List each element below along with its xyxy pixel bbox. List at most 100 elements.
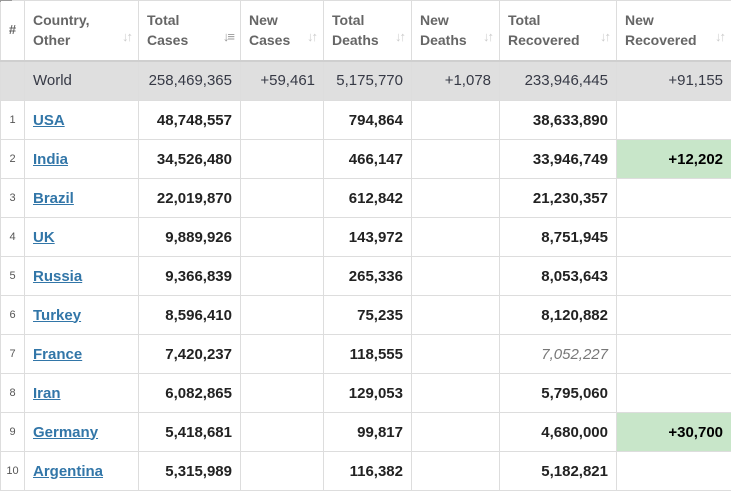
header-total-cases[interactable]: Total Cases ↓≡ bbox=[138, 0, 241, 62]
country-cell[interactable]: Germany bbox=[24, 412, 139, 452]
new-deaths-cell bbox=[411, 178, 500, 218]
total-cases-cell: 5,315,989 bbox=[138, 451, 241, 491]
total-cases-cell: 9,889,926 bbox=[138, 217, 241, 257]
world-total-cases: 258,469,365 bbox=[138, 60, 241, 101]
new-cases-cell bbox=[240, 334, 324, 374]
country-cell[interactable]: Argentina bbox=[24, 451, 139, 491]
new-cases-cell bbox=[240, 256, 324, 296]
header-rank: # bbox=[0, 0, 25, 62]
header-row: # Country, Other ↓↑ Total Cases ↓≡ New Cas… bbox=[0, 0, 731, 62]
country-cell[interactable]: India bbox=[24, 139, 139, 179]
total-recovered-cell: 5,795,060 bbox=[499, 373, 617, 413]
new-recovered-cell bbox=[616, 256, 731, 296]
new-cases-cell bbox=[240, 373, 324, 413]
total-cases-cell: 5,418,681 bbox=[138, 412, 241, 452]
table-row: 6 Turkey 8,596,410 75,235 8,120,882 bbox=[0, 295, 731, 335]
header-total-deaths[interactable]: Total Deaths ↓↑ bbox=[323, 0, 412, 62]
sort-arrows-icon[interactable]: ↓↑ bbox=[715, 28, 726, 44]
header-new-deaths-label: New Deaths bbox=[420, 12, 467, 49]
rank-cell: 10 bbox=[0, 451, 25, 491]
country-link[interactable]: Brazil bbox=[33, 189, 74, 207]
country-cell[interactable]: Russia bbox=[24, 256, 139, 296]
country-link[interactable]: Germany bbox=[33, 423, 99, 441]
total-recovered-cell: 4,680,000 bbox=[499, 412, 617, 452]
total-cases-cell: 9,366,839 bbox=[138, 256, 241, 296]
country-link[interactable]: UK bbox=[33, 228, 55, 246]
rank-cell: 8 bbox=[0, 373, 25, 413]
rank-cell: 1 bbox=[0, 100, 25, 140]
new-recovered-cell bbox=[616, 334, 731, 374]
new-cases-cell bbox=[240, 178, 324, 218]
country-cell[interactable]: Turkey bbox=[24, 295, 139, 335]
total-recovered-cell: 8,120,882 bbox=[499, 295, 617, 335]
header-new-cases-label: New Cases bbox=[249, 12, 291, 49]
country-link[interactable]: Iran bbox=[33, 384, 61, 402]
new-cases-cell bbox=[240, 295, 324, 335]
total-deaths-cell: 612,842 bbox=[323, 178, 412, 218]
new-recovered-cell bbox=[616, 178, 731, 218]
new-deaths-cell bbox=[411, 217, 500, 257]
table-row: 1 USA 48,748,557 794,864 38,633,890 bbox=[0, 100, 731, 140]
header-new-recovered[interactable]: New Recovered ↓↑ bbox=[616, 0, 731, 62]
header-total-cases-label: Total Cases bbox=[147, 12, 189, 49]
world-new-deaths: +1,078 bbox=[411, 60, 500, 101]
total-cases-cell: 48,748,557 bbox=[138, 100, 241, 140]
new-deaths-cell bbox=[411, 100, 500, 140]
table-row: 7 France 7,420,237 118,555 7,052,227 bbox=[0, 334, 731, 374]
new-deaths-cell bbox=[411, 334, 500, 374]
world-row: World 258,469,365 +59,461 5,175,770 +1,0… bbox=[0, 60, 731, 101]
country-link[interactable]: USA bbox=[33, 111, 65, 129]
table-row: 3 Brazil 22,019,870 612,842 21,230,357 bbox=[0, 178, 731, 218]
total-deaths-cell: 99,817 bbox=[323, 412, 412, 452]
header-total-recovered[interactable]: Total Recovered ↓↑ bbox=[499, 0, 617, 62]
country-link[interactable]: France bbox=[33, 345, 83, 363]
header-country-label: Country, Other bbox=[33, 12, 90, 49]
country-cell[interactable]: France bbox=[24, 334, 139, 374]
new-recovered-cell bbox=[616, 373, 731, 413]
world-rank bbox=[0, 60, 25, 101]
new-recovered-cell: +12,202 bbox=[616, 139, 731, 179]
rank-cell: 3 bbox=[0, 178, 25, 218]
world-new-recovered: +91,155 bbox=[616, 60, 731, 101]
total-deaths-cell: 143,972 bbox=[323, 217, 412, 257]
country-link[interactable]: Russia bbox=[33, 267, 83, 285]
rank-cell: 2 bbox=[0, 139, 25, 179]
new-deaths-cell bbox=[411, 451, 500, 491]
total-cases-cell: 8,596,410 bbox=[138, 295, 241, 335]
sort-arrows-icon[interactable]: ↓↑ bbox=[307, 28, 318, 44]
sort-arrows-icon[interactable]: ↓↑ bbox=[122, 28, 133, 44]
table-row: 4 UK 9,889,926 143,972 8,751,945 bbox=[0, 217, 731, 257]
total-recovered-cell: 38,633,890 bbox=[499, 100, 617, 140]
new-recovered-cell bbox=[616, 100, 731, 140]
country-link[interactable]: India bbox=[33, 150, 69, 168]
total-recovered-cell: 8,751,945 bbox=[499, 217, 617, 257]
total-deaths-cell: 118,555 bbox=[323, 334, 412, 374]
country-link[interactable]: Turkey bbox=[33, 306, 82, 324]
header-country[interactable]: Country, Other ↓↑ bbox=[24, 0, 139, 62]
country-cell[interactable]: UK bbox=[24, 217, 139, 257]
sort-arrows-icon[interactable]: ↓↑ bbox=[395, 28, 406, 44]
sort-desc-icon[interactable]: ↓≡ bbox=[222, 28, 235, 44]
header-total-recovered-label: Total Recovered bbox=[508, 12, 580, 49]
country-cell[interactable]: Brazil bbox=[24, 178, 139, 218]
header-rank-label: # bbox=[8, 22, 17, 38]
new-cases-cell bbox=[240, 412, 324, 452]
new-cases-cell bbox=[240, 139, 324, 179]
world-new-cases: +59,461 bbox=[240, 60, 324, 101]
header-new-cases[interactable]: New Cases ↓↑ bbox=[240, 0, 324, 62]
new-recovered-cell bbox=[616, 217, 731, 257]
total-deaths-cell: 75,235 bbox=[323, 295, 412, 335]
total-deaths-cell: 466,147 bbox=[323, 139, 412, 179]
table-row: 5 Russia 9,366,839 265,336 8,053,643 bbox=[0, 256, 731, 296]
total-recovered-cell: 33,946,749 bbox=[499, 139, 617, 179]
total-recovered-cell: 5,182,821 bbox=[499, 451, 617, 491]
rank-cell: 5 bbox=[0, 256, 25, 296]
country-cell[interactable]: Iran bbox=[24, 373, 139, 413]
header-new-deaths[interactable]: New Deaths ↓↑ bbox=[411, 0, 500, 62]
table-row: 10 Argentina 5,315,989 116,382 5,182,821 bbox=[0, 451, 731, 491]
sort-arrows-icon[interactable]: ↓↑ bbox=[600, 28, 611, 44]
sort-arrows-icon[interactable]: ↓↑ bbox=[483, 28, 494, 44]
table-row: 8 Iran 6,082,865 129,053 5,795,060 bbox=[0, 373, 731, 413]
country-link[interactable]: Argentina bbox=[33, 462, 104, 480]
country-cell[interactable]: USA bbox=[24, 100, 139, 140]
